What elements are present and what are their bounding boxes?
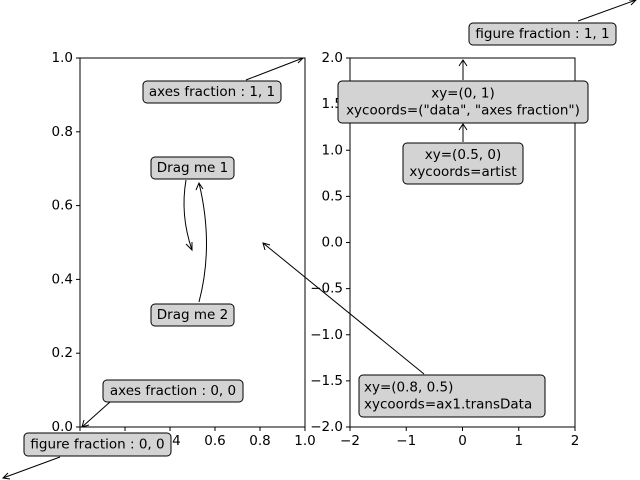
annotation-box <box>150 303 235 327</box>
x-tick-label: 1.0 <box>294 433 315 449</box>
y-tick-label: 0.4 <box>52 271 73 287</box>
arrow <box>262 242 425 375</box>
arrow <box>458 59 468 80</box>
y-tick-label: 0.6 <box>52 198 73 214</box>
arrow <box>183 179 193 252</box>
arrow <box>195 181 207 303</box>
x-tick-label: 0 <box>458 433 467 449</box>
y-tick-label: 0.5 <box>322 188 343 204</box>
arrow <box>81 401 111 428</box>
arrow <box>577 0 637 22</box>
annotation-text: xy=(0.8, 0.5) <box>364 380 453 396</box>
x-tick-label: 0.6 <box>204 433 225 449</box>
annotation-text: Drag me 2 <box>157 307 228 323</box>
annotation-layer: figure fraction : 1, 1 axes fraction : 1,… <box>23 22 617 457</box>
annotation-text: xy=(0.5, 0) <box>425 147 501 163</box>
y-tick-label: 0.0 <box>52 419 73 435</box>
y-tick-label: −1.0 <box>310 327 343 343</box>
arrow-head <box>629 0 637 6</box>
annotation-text: axes fraction : 1, 1 <box>149 84 275 100</box>
y-tick-label: 0.2 <box>52 345 73 361</box>
annotation-box <box>468 22 617 46</box>
annotation-text: Drag me 1 <box>157 160 228 176</box>
arrow <box>1 456 61 480</box>
annotation-text: figure fraction : 1, 1 <box>475 26 609 42</box>
annotation-box <box>150 156 235 180</box>
x-tick-label: 2 <box>571 433 580 449</box>
y-tick-label: 1.0 <box>52 50 73 66</box>
annotation-box <box>402 142 524 185</box>
arrow-head <box>296 57 305 64</box>
y-tick-label: −0.5 <box>310 281 343 297</box>
y-tick-label: −2.0 <box>310 419 343 435</box>
y-tick-label: 0.8 <box>52 124 73 140</box>
y-tick-label: 1.0 <box>322 142 343 158</box>
y-tick-label: 0.0 <box>322 235 343 251</box>
x-tick-label: −2 <box>340 433 360 449</box>
annotation-text: xycoords=ax1.transData <box>364 397 532 413</box>
arrow <box>245 57 304 81</box>
annotation-box <box>337 80 589 124</box>
arrow <box>458 123 468 142</box>
annotation-text: xycoords=("data", "axes fraction") <box>346 103 580 119</box>
annotation-box <box>358 374 546 418</box>
axes-frame <box>79 57 306 428</box>
annotation-box <box>23 432 172 457</box>
annotation-text: figure fraction : 0, 0 <box>30 437 164 453</box>
x-tick-label: 0.8 <box>249 433 270 449</box>
annotation-box <box>102 379 244 403</box>
x-tick-label: −1 <box>396 433 416 449</box>
annotation-text: xycoords=artist <box>409 164 516 180</box>
x-tick-label: 1 <box>514 433 523 449</box>
annotation-text: axes fraction : 0, 0 <box>110 383 236 399</box>
annotation-text: xy=(0, 1) <box>431 86 495 102</box>
y-tick-label: 2.0 <box>322 50 343 66</box>
y-tick-label: −1.5 <box>310 373 343 389</box>
annotation-box <box>142 80 282 104</box>
